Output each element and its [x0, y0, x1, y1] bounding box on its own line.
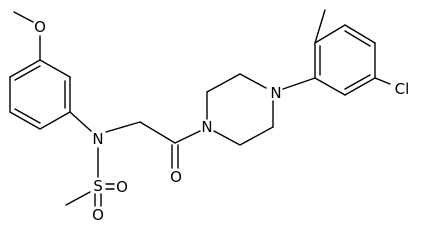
- atom-label: S: [93, 177, 103, 195]
- atom-label: N: [92, 130, 103, 148]
- atom-label: O: [92, 206, 104, 224]
- bonds: [9, 9, 391, 207]
- atom-label: O: [34, 18, 46, 36]
- atom-label: N: [201, 118, 212, 136]
- atom-label: O: [116, 178, 128, 196]
- atom-label: Cl: [395, 80, 410, 98]
- molecule-diagram: O N S O O O N N Cl: [9, 9, 409, 224]
- atom-labels: O N S O O O N N Cl: [34, 18, 409, 224]
- atom-label: O: [170, 168, 182, 186]
- atom-label: N: [270, 84, 281, 102]
